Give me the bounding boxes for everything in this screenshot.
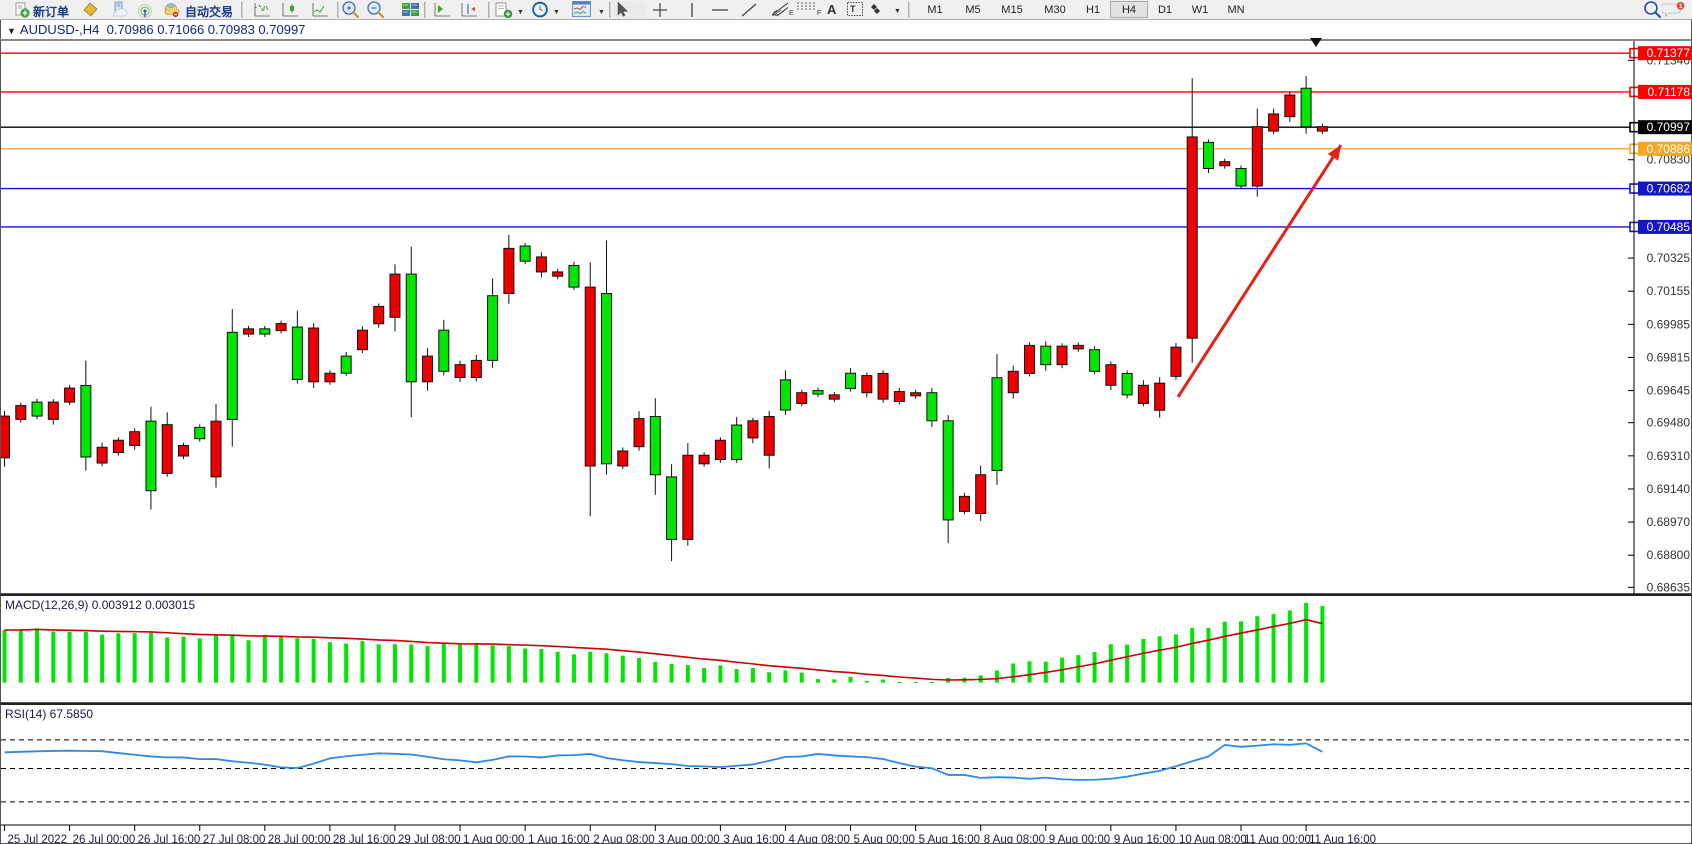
svg-text:9 Aug 00:00: 9 Aug 00:00	[1049, 834, 1110, 844]
svg-text:28 Jul 00:00: 28 Jul 00:00	[268, 834, 331, 844]
svg-text:28 Jul 16:00: 28 Jul 16:00	[333, 834, 396, 844]
svg-text:26 Jul 00:00: 26 Jul 00:00	[73, 834, 136, 844]
svg-text:26 Jul 16:00: 26 Jul 16:00	[138, 834, 201, 844]
svg-text:1 Aug 00:00: 1 Aug 00:00	[463, 834, 524, 844]
svg-text:0.70997: 0.70997	[1647, 120, 1691, 134]
svg-text:8 Aug 08:00: 8 Aug 08:00	[984, 834, 1045, 844]
svg-text:5 Aug 00:00: 5 Aug 00:00	[854, 834, 915, 844]
svg-text:1 Aug 16:00: 1 Aug 16:00	[528, 834, 589, 844]
svg-text:0.71178: 0.71178	[1648, 85, 1691, 99]
svg-text:T: T	[850, 4, 856, 14]
svg-text:0.69815: 0.69815	[1647, 350, 1691, 364]
svg-text:0.70485: 0.70485	[1647, 220, 1691, 234]
svg-text:0.69985: 0.69985	[1647, 317, 1691, 331]
svg-text:9 Aug 16:00: 9 Aug 16:00	[1114, 834, 1175, 844]
svg-text:25 Jul 2022: 25 Jul 2022	[8, 834, 67, 844]
svg-text:11 Aug 00:00: 11 Aug 00:00	[1244, 834, 1311, 844]
svg-text:0.70682: 0.70682	[1647, 182, 1691, 196]
svg-text:3 Aug 16:00: 3 Aug 16:00	[723, 834, 784, 844]
svg-text:0.68970: 0.68970	[1647, 515, 1691, 529]
svg-text:11 Aug 16:00: 11 Aug 16:00	[1309, 834, 1376, 844]
svg-text:0.70886: 0.70886	[1647, 142, 1691, 156]
svg-text:0.70325: 0.70325	[1647, 251, 1691, 265]
svg-text:0.68800: 0.68800	[1647, 548, 1691, 562]
svg-text:0.69645: 0.69645	[1647, 384, 1691, 398]
svg-text:5 Aug 16:00: 5 Aug 16:00	[919, 834, 980, 844]
svg-text:0.69310: 0.69310	[1647, 449, 1691, 463]
svg-text:29 Jul 08:00: 29 Jul 08:00	[398, 834, 461, 844]
svg-text:0.69140: 0.69140	[1647, 482, 1691, 496]
svg-text:0.68635: 0.68635	[1647, 580, 1691, 594]
svg-text:0.69480: 0.69480	[1647, 416, 1691, 430]
svg-text:27 Jul 08:00: 27 Jul 08:00	[203, 834, 266, 844]
svg-text:0.71377: 0.71377	[1647, 46, 1691, 60]
svg-text:10 Aug 08:00: 10 Aug 08:00	[1179, 834, 1247, 844]
svg-text:4 Aug 08:00: 4 Aug 08:00	[788, 834, 849, 844]
svg-text:2 Aug 08:00: 2 Aug 08:00	[593, 834, 654, 844]
svg-text:3 Aug 00:00: 3 Aug 00:00	[658, 834, 719, 844]
svg-text:1: 1	[1679, 3, 1683, 10]
svg-text:0.70155: 0.70155	[1647, 284, 1691, 298]
